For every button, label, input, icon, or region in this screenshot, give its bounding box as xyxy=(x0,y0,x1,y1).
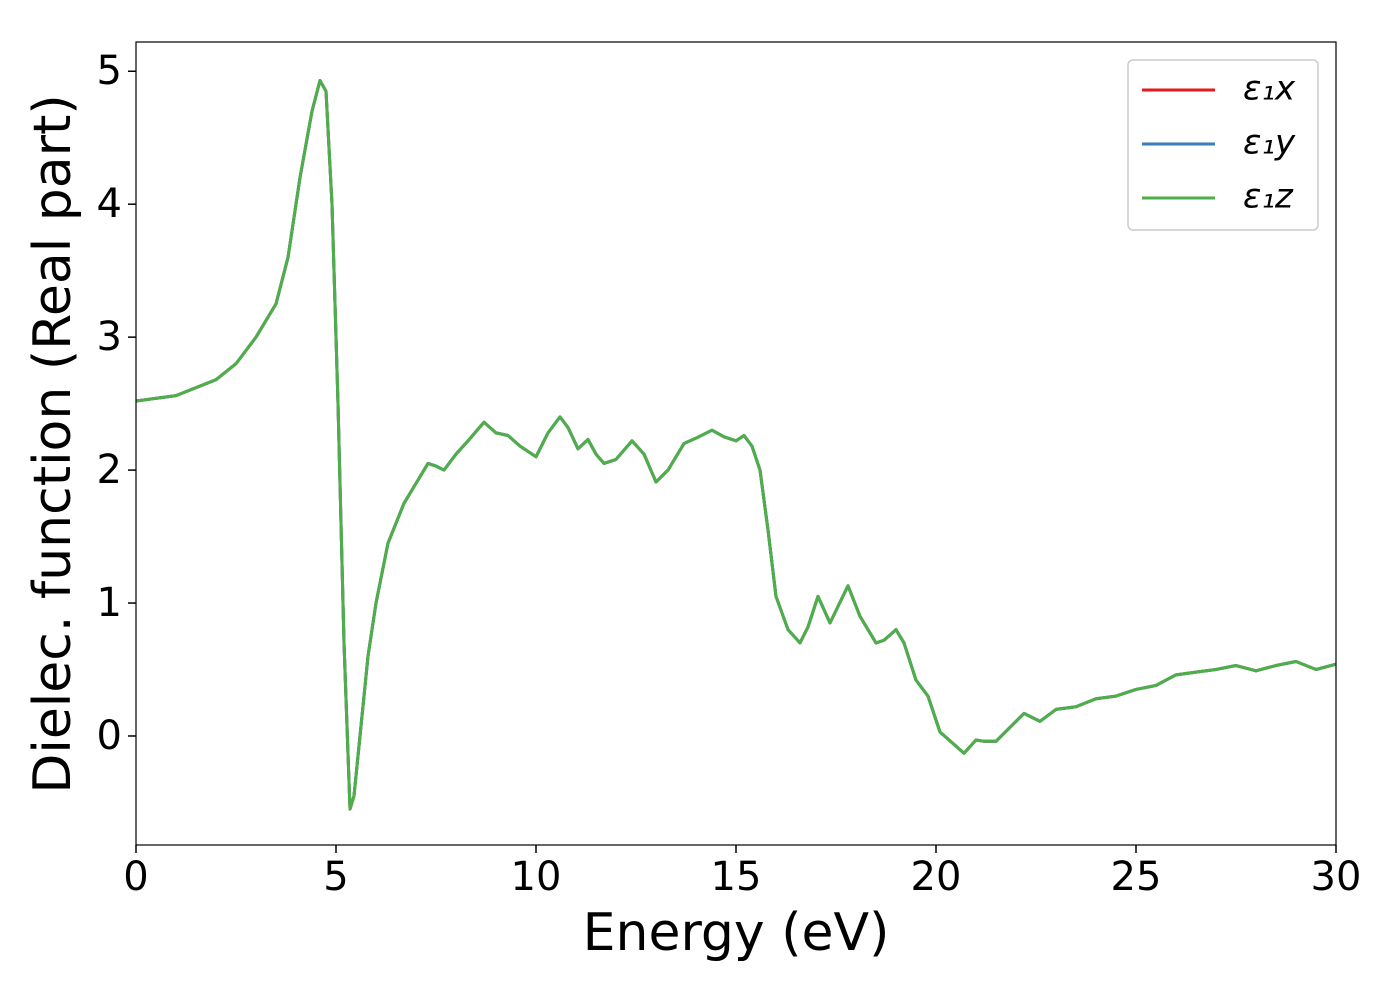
legend-label: ε₁z xyxy=(1243,177,1294,217)
y-tick-label: 0 xyxy=(97,713,122,759)
x-tick-label: 15 xyxy=(711,854,762,900)
y-tick-label: 2 xyxy=(97,447,122,493)
legend-label: ε₁y xyxy=(1243,123,1296,163)
legend-label: ε₁x xyxy=(1243,69,1296,109)
plot-frame xyxy=(135,41,1337,846)
y-tick-label: 3 xyxy=(97,314,122,360)
y-tick-label: 1 xyxy=(97,580,122,626)
series-line xyxy=(136,79,1336,811)
x-tick-label: 5 xyxy=(323,854,348,900)
y-axis-label: Dielec. function (Real part) xyxy=(23,94,83,793)
legend-box xyxy=(1127,59,1319,231)
x-tick-label: 25 xyxy=(1111,854,1162,900)
x-tick-label: 30 xyxy=(1311,854,1362,900)
y-tick-label: 5 xyxy=(97,48,122,94)
y-tick-label: 4 xyxy=(97,181,122,227)
x-tick-label: 0 xyxy=(123,854,148,900)
x-tick-label: 10 xyxy=(511,854,562,900)
x-tick-label: 20 xyxy=(911,854,962,900)
x-axis-label: Energy (eV) xyxy=(583,903,890,963)
